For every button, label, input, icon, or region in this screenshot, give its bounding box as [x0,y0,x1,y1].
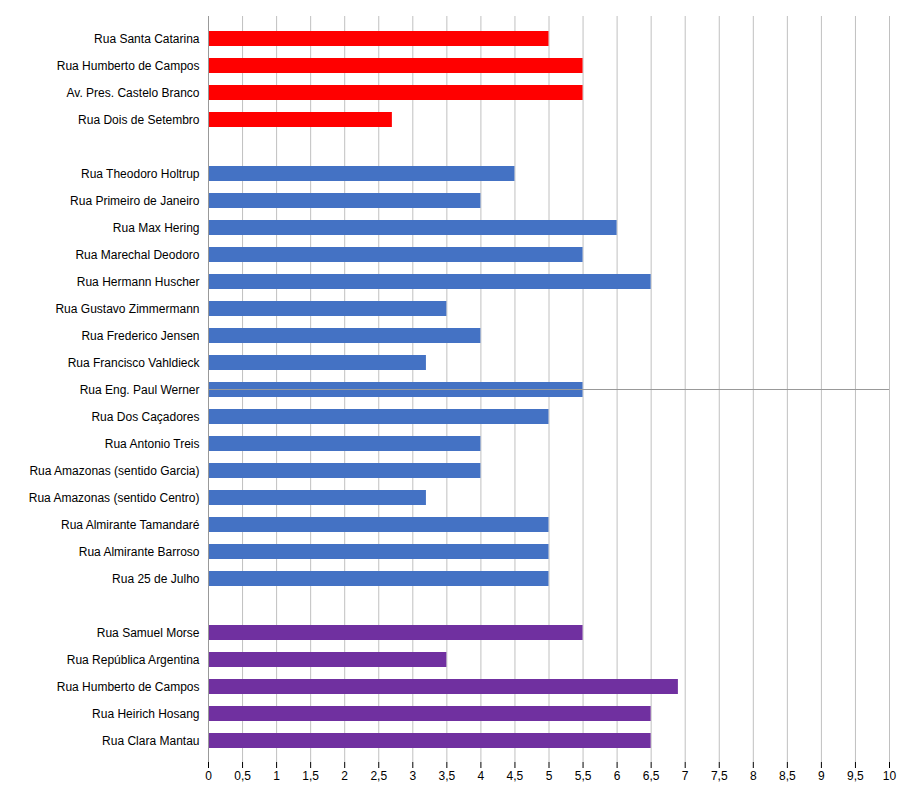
svg-text:Rua Amazonas (sentido Garcia): Rua Amazonas (sentido Garcia) [29,464,199,478]
svg-text:10: 10 [883,769,897,783]
svg-text:2: 2 [341,769,348,783]
svg-text:8,5: 8,5 [779,769,796,783]
svg-text:9: 9 [818,769,825,783]
svg-text:3: 3 [409,769,416,783]
svg-text:0: 0 [205,769,212,783]
svg-text:Rua Dos Caçadores: Rua Dos Caçadores [91,410,199,424]
svg-text:3,5: 3,5 [439,769,456,783]
svg-text:Rua Hermann Huscher: Rua Hermann Huscher [77,275,200,289]
svg-text:Rua Almirante Tamandaré: Rua Almirante Tamandaré [61,518,200,532]
svg-text:2,5: 2,5 [370,769,387,783]
svg-text:4,5: 4,5 [507,769,524,783]
svg-text:Rua Santa Catarina: Rua Santa Catarina [94,32,200,46]
svg-text:5: 5 [546,769,553,783]
svg-text:4: 4 [478,769,485,783]
svg-text:Rua Amazonas (sentido Centro): Rua Amazonas (sentido Centro) [29,491,200,505]
svg-text:Rua Antonio Treis: Rua Antonio Treis [105,437,200,451]
svg-text:Av. Pres. Castelo Branco: Av. Pres. Castelo Branco [67,86,200,100]
svg-text:Rua Gustavo Zimmermann: Rua Gustavo Zimmermann [55,302,199,316]
svg-text:6,5: 6,5 [643,769,660,783]
svg-text:8: 8 [750,769,757,783]
svg-text:1,5: 1,5 [302,769,319,783]
svg-text:6: 6 [614,769,621,783]
svg-text:Rua Humberto de Campos: Rua Humberto de Campos [57,59,200,73]
svg-text:Rua Frederico Jensen: Rua Frederico Jensen [81,329,199,343]
svg-text:Rua Almirante Barroso: Rua Almirante Barroso [79,545,200,559]
svg-text:Rua Primeiro de Janeiro: Rua Primeiro de Janeiro [70,194,200,208]
svg-text:7,5: 7,5 [711,769,728,783]
svg-text:1: 1 [273,769,280,783]
svg-text:Rua Dois de Setembro: Rua Dois de Setembro [78,113,200,127]
svg-text:Rua Eng. Paul Werner: Rua Eng. Paul Werner [80,383,200,397]
svg-text:5,5: 5,5 [575,769,592,783]
svg-text:Rua Samuel Morse: Rua Samuel Morse [97,626,200,640]
svg-text:Rua Heirich Hosang: Rua Heirich Hosang [92,707,199,721]
svg-text:Rua Clara Mantau: Rua Clara Mantau [102,734,199,748]
svg-text:Rua República Argentina: Rua República Argentina [67,653,200,667]
svg-text:Rua Max Hering: Rua Max Hering [113,221,200,235]
svg-text:9,5: 9,5 [847,769,864,783]
svg-text:Rua Theodoro Holtrup: Rua Theodoro Holtrup [81,167,200,181]
svg-text:0,5: 0,5 [234,769,251,783]
svg-text:Rua Francisco Vahldieck: Rua Francisco Vahldieck [68,356,201,370]
svg-text:7: 7 [682,769,689,783]
svg-text:Rua Marechal Deodoro: Rua Marechal Deodoro [75,248,199,262]
svg-text:Rua Humberto de Campos: Rua Humberto de Campos [57,680,200,694]
svg-text:Rua 25 de Julho: Rua 25 de Julho [112,572,200,586]
